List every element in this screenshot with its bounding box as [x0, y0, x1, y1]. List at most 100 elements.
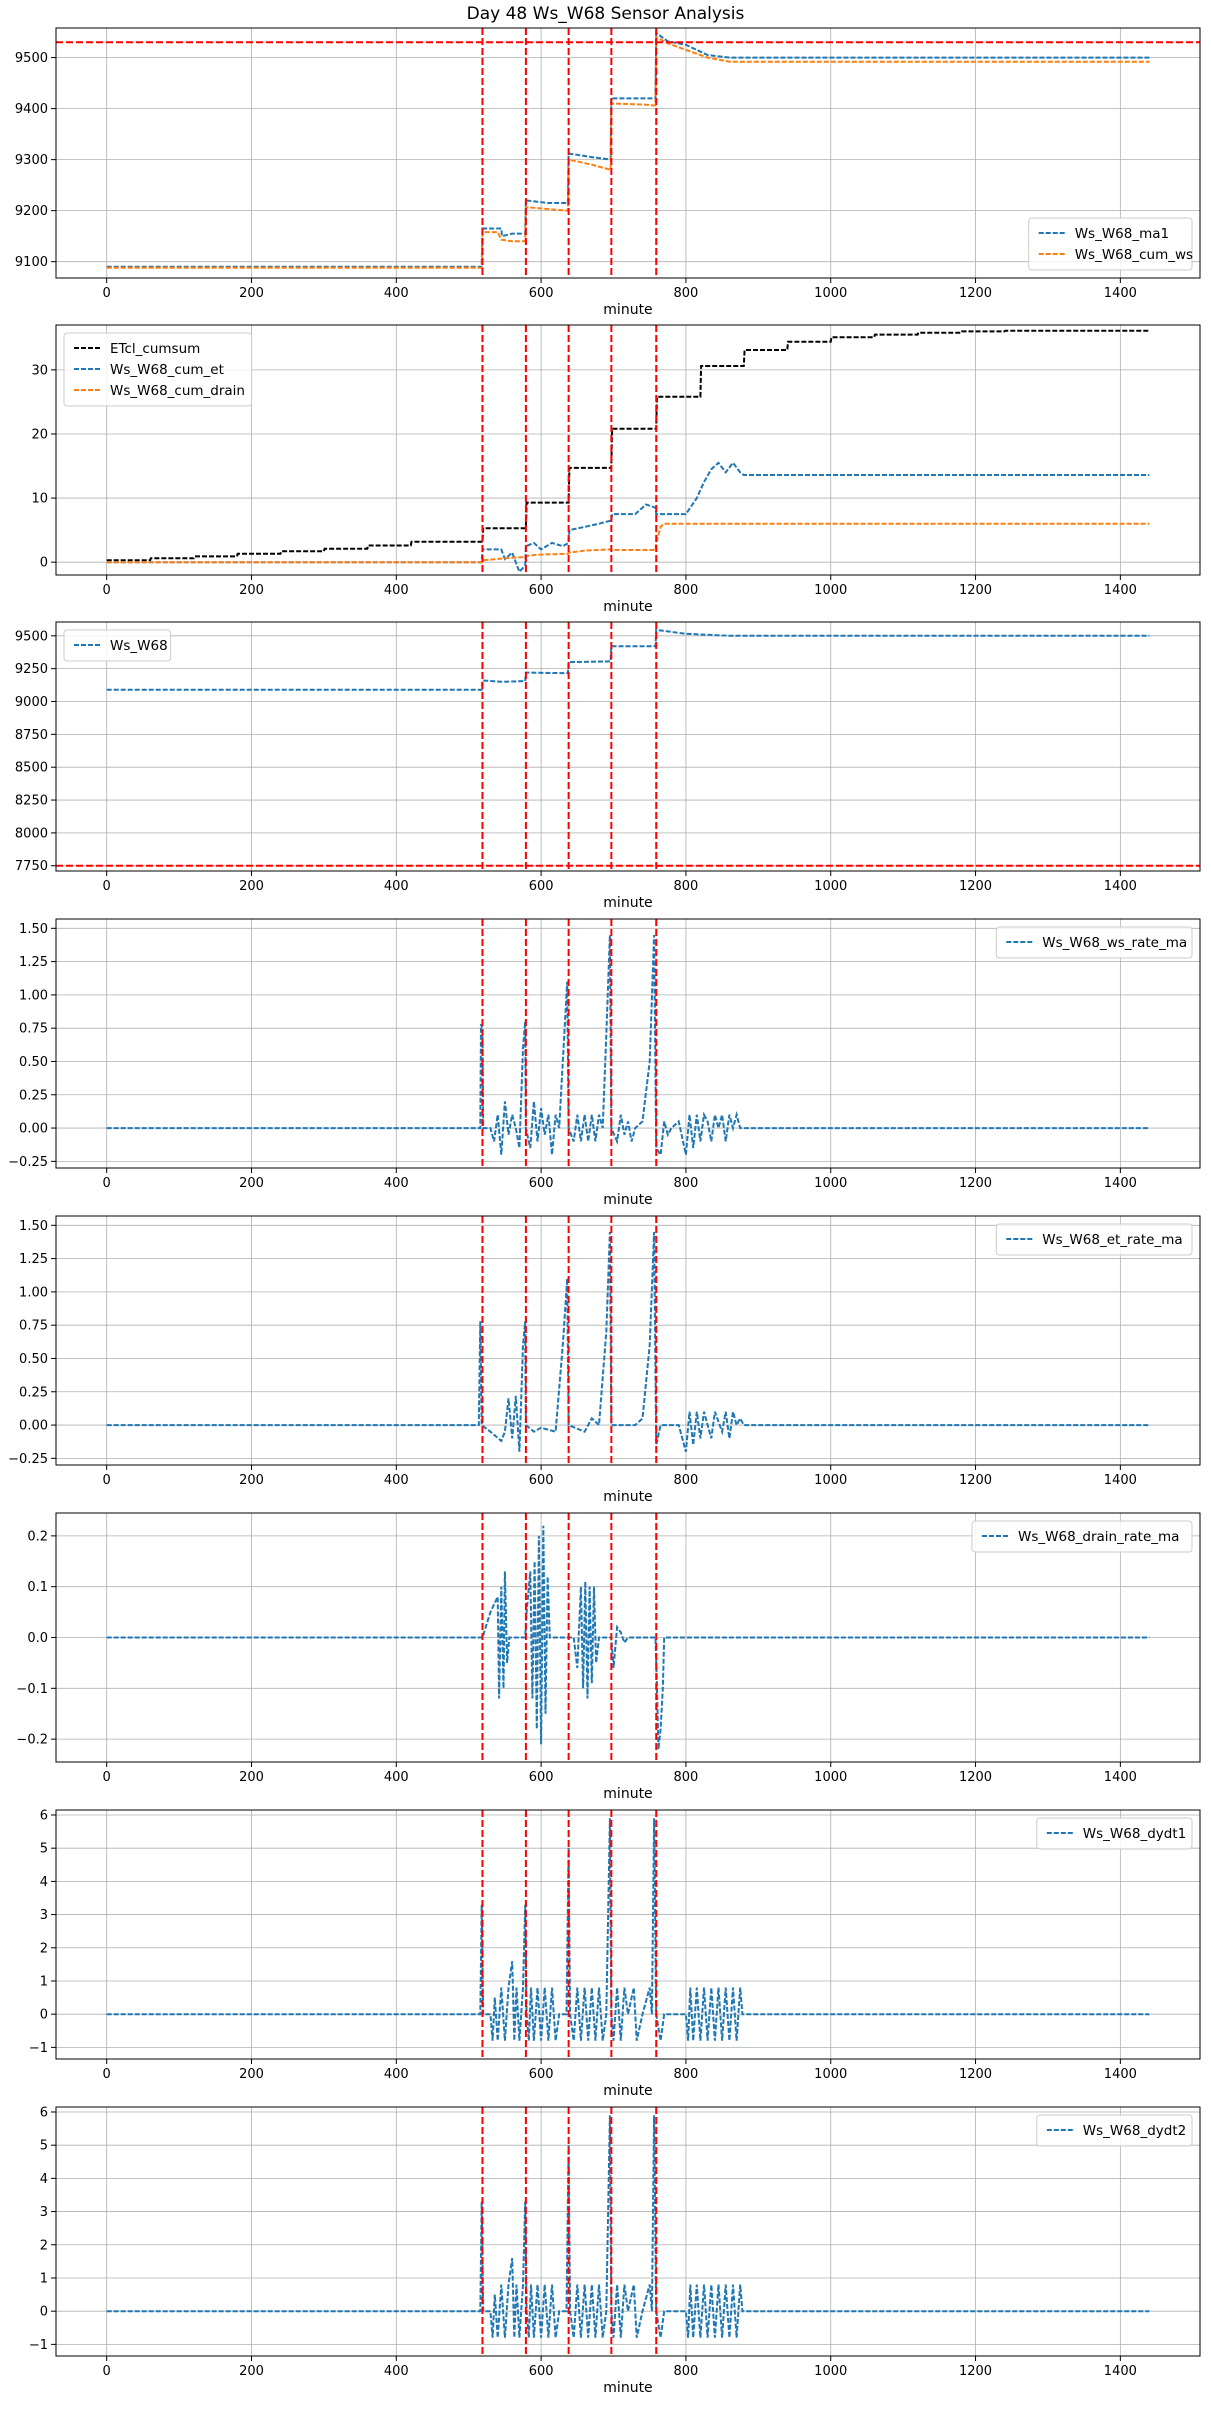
plot-area	[106, 1216, 1150, 1465]
y-tick-label: 0.75	[19, 1319, 48, 1334]
x-tick-label: 1400	[1104, 1770, 1137, 1785]
y-tick-label: 3	[40, 1908, 48, 1923]
plot-area	[106, 919, 1150, 1168]
x-tick-label: 1400	[1104, 879, 1137, 894]
x-tick-label: 1400	[1104, 1176, 1137, 1191]
x-axis-label: minute	[603, 2380, 652, 2396]
y-tick-label: 0.50	[19, 1352, 48, 1367]
y-tick-label: 4	[40, 1875, 48, 1890]
y-tick-label: 1.25	[19, 1252, 48, 1267]
x-tick-label: 1200	[959, 286, 992, 301]
plot-area	[106, 1513, 1150, 1762]
y-tick-label: 10	[31, 492, 48, 507]
x-axis-label: minute	[603, 302, 652, 318]
series-line-Ws_W68_cum_ws	[106, 35, 1150, 269]
plot-area	[106, 2107, 1150, 2356]
legend-box	[63, 629, 172, 662]
legend: Ws_W68_drain_rate_ma	[971, 1520, 1193, 1553]
x-tick-label: 0	[103, 583, 111, 598]
legend: ETcl_cumsum Ws_W68_cum_et Ws_W68_cum_drain	[63, 332, 253, 407]
x-tick-label: 400	[384, 1176, 409, 1191]
y-tick-label: 6	[40, 2105, 48, 2120]
plot-area	[106, 325, 1150, 575]
legend-label: ETcl_cumsum	[110, 341, 200, 357]
legend: Ws_W68	[63, 629, 172, 662]
x-tick-label: 0	[103, 1176, 111, 1191]
x-tick-label: 400	[384, 2364, 409, 2379]
x-tick-label: 600	[529, 286, 554, 301]
legend-label: Ws_W68_cum_drain	[110, 383, 245, 399]
y-tick-label: 0	[40, 2008, 48, 2023]
series-line-Ws_W68_ws_rate_ma	[106, 934, 1150, 1158]
subplot-1: 0 200 400 600 800 1000 1200 1400 9100 9200 9300 940…	[15, 27, 1201, 318]
x-tick-label: 1400	[1104, 583, 1137, 598]
y-tick-label: 7750	[15, 859, 48, 874]
y-tick-label: 2	[40, 2238, 48, 2253]
y-tick-label: 0	[40, 556, 48, 571]
y-tick-label: 20	[31, 427, 48, 442]
legend: Ws_W68_dydt1	[1036, 1817, 1193, 1850]
x-tick-label: 0	[103, 286, 111, 301]
x-tick-label: 1200	[959, 1176, 992, 1191]
x-tick-label: 200	[239, 583, 264, 598]
y-tick-label: 1.50	[19, 922, 48, 937]
x-tick-label: 200	[239, 2364, 264, 2379]
y-tick-label: 0.2	[27, 1529, 48, 1544]
y-tick-label: 0.0	[27, 1631, 48, 1646]
y-tick-label: 0.25	[19, 1088, 48, 1103]
x-tick-label: 1000	[814, 1473, 847, 1488]
x-tick-label: 1200	[959, 879, 992, 894]
x-tick-label: 800	[674, 1770, 699, 1785]
y-tick-label: 4	[40, 2172, 48, 2187]
x-tick-label: 200	[239, 1770, 264, 1785]
y-tick-label: 9100	[15, 255, 48, 270]
series-line-Ws_W68_drain_rate_ma	[106, 1525, 1150, 1750]
series-line-Ws_W68_et_rate_ma	[106, 1231, 1150, 1452]
x-tick-label: 1400	[1104, 1473, 1137, 1488]
axes-frame	[55, 918, 1201, 1169]
y-tick-label: 0.00	[19, 1419, 48, 1434]
x-tick-label: 600	[529, 2067, 554, 2082]
y-tick-label: −1	[29, 2338, 48, 2353]
subplot-5: 0 200 400 600 800 1000 1200 1400 −0.25 0.00 0.25 0.…	[8, 1215, 1201, 1505]
y-tick-label: −0.25	[8, 1155, 48, 1170]
y-tick-label: 5	[40, 2139, 48, 2154]
legend-box	[1036, 1817, 1193, 1850]
legend: Ws_W68_ma1 Ws_W68_cum_ws	[1028, 217, 1193, 271]
y-tick-label: 9200	[15, 204, 48, 219]
x-axis-label: minute	[603, 1786, 652, 1802]
axes-frame	[55, 1809, 1201, 2060]
x-tick-label: 1000	[814, 583, 847, 598]
x-tick-label: 0	[103, 879, 111, 894]
x-tick-label: 600	[529, 1770, 554, 1785]
legend: Ws_W68_dydt2	[1036, 2114, 1193, 2147]
y-tick-label: 0.1	[27, 1580, 48, 1595]
legend: Ws_W68_ws_rate_ma	[995, 926, 1193, 959]
y-tick-label: 8750	[15, 728, 48, 743]
legend-label: Ws_W68_drain_rate_ma	[1018, 1529, 1179, 1545]
x-tick-label: 800	[674, 2067, 699, 2082]
subplot-6: 0 200 400 600 800 1000 1200 1400 −0.2 −0.1 0.0 0.1 0…	[16, 1512, 1201, 1802]
y-tick-label: 5	[40, 1842, 48, 1857]
x-axis-label: minute	[603, 2083, 652, 2099]
y-tick-label: 9400	[15, 102, 48, 117]
y-tick-label: 2	[40, 1941, 48, 1956]
x-tick-label: 600	[529, 583, 554, 598]
subplot-8: 0 200 400 600 800 1000 1200 1400 −1 0 1 2 3 4 5 6 minute…	[29, 2105, 1201, 2396]
x-tick-label: 1400	[1104, 2364, 1137, 2379]
axes-frame	[55, 2106, 1201, 2357]
plot-area	[106, 1810, 1150, 2059]
series-line-Ws_W68_dydt2	[106, 2115, 1150, 2338]
legend-label: Ws_W68_cum_ws	[1075, 247, 1193, 263]
legend-box	[1028, 217, 1193, 271]
legend: Ws_W68_et_rate_ma	[995, 1223, 1193, 1256]
y-tick-label: 0.25	[19, 1385, 48, 1400]
legend-box	[971, 1520, 1193, 1553]
x-tick-label: 400	[384, 879, 409, 894]
x-tick-label: 600	[529, 879, 554, 894]
x-tick-label: 1400	[1104, 2067, 1137, 2082]
y-tick-label: 30	[31, 363, 48, 378]
series-line-Ws_W68_cum_et	[106, 461, 1150, 574]
y-tick-label: 1.50	[19, 1219, 48, 1234]
